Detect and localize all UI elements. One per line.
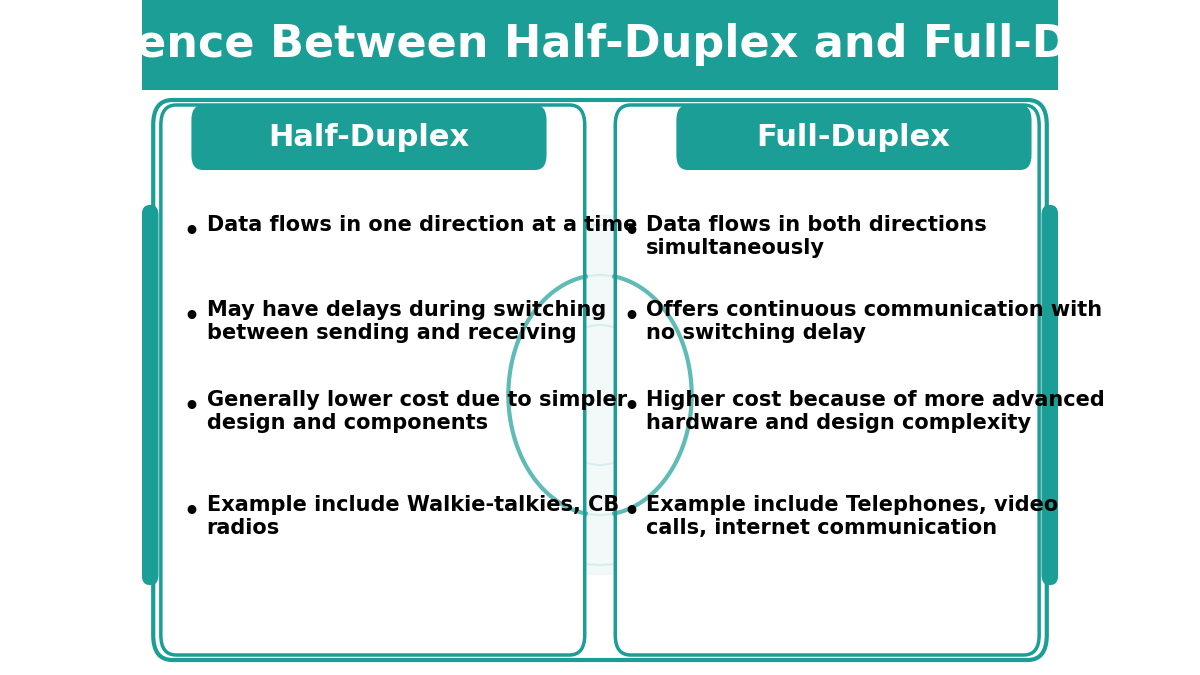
FancyBboxPatch shape: [142, 205, 158, 585]
Text: Example include Telephones, video
calls, internet communication: Example include Telephones, video calls,…: [646, 495, 1058, 538]
Text: Higher cost because of more advanced
hardware and design complexity: Higher cost because of more advanced har…: [646, 390, 1104, 433]
Text: Data flows in one direction at a time: Data flows in one direction at a time: [206, 215, 637, 235]
FancyBboxPatch shape: [616, 105, 1039, 655]
FancyBboxPatch shape: [142, 0, 1058, 90]
FancyBboxPatch shape: [154, 100, 1046, 660]
FancyBboxPatch shape: [191, 105, 546, 170]
Text: Example include Walkie-talkies, CB
radios: Example include Walkie-talkies, CB radio…: [206, 495, 619, 538]
Text: May have delays during switching
between sending and receiving: May have delays during switching between…: [206, 300, 606, 343]
Text: Half-Duplex: Half-Duplex: [268, 123, 469, 152]
Text: Generally lower cost due to simpler
design and components: Generally lower cost due to simpler desi…: [206, 390, 626, 433]
Text: •: •: [623, 395, 638, 419]
FancyBboxPatch shape: [677, 105, 1032, 170]
Text: •: •: [184, 395, 199, 419]
Circle shape: [462, 215, 738, 575]
FancyBboxPatch shape: [161, 105, 584, 655]
Text: •: •: [623, 500, 638, 524]
Text: Difference Between Half-Duplex and Full-Duplex: Difference Between Half-Duplex and Full-…: [0, 24, 1200, 67]
Text: •: •: [184, 220, 199, 244]
Text: •: •: [623, 305, 638, 329]
Text: •: •: [184, 500, 199, 524]
Text: Full-Duplex: Full-Duplex: [757, 123, 950, 152]
Text: Data flows in both directions
simultaneously: Data flows in both directions simultaneo…: [646, 215, 986, 259]
Text: Offers continuous communication with
no switching delay: Offers continuous communication with no …: [646, 300, 1102, 343]
FancyBboxPatch shape: [1042, 205, 1058, 585]
Text: •: •: [184, 305, 199, 329]
Text: •: •: [623, 220, 638, 244]
